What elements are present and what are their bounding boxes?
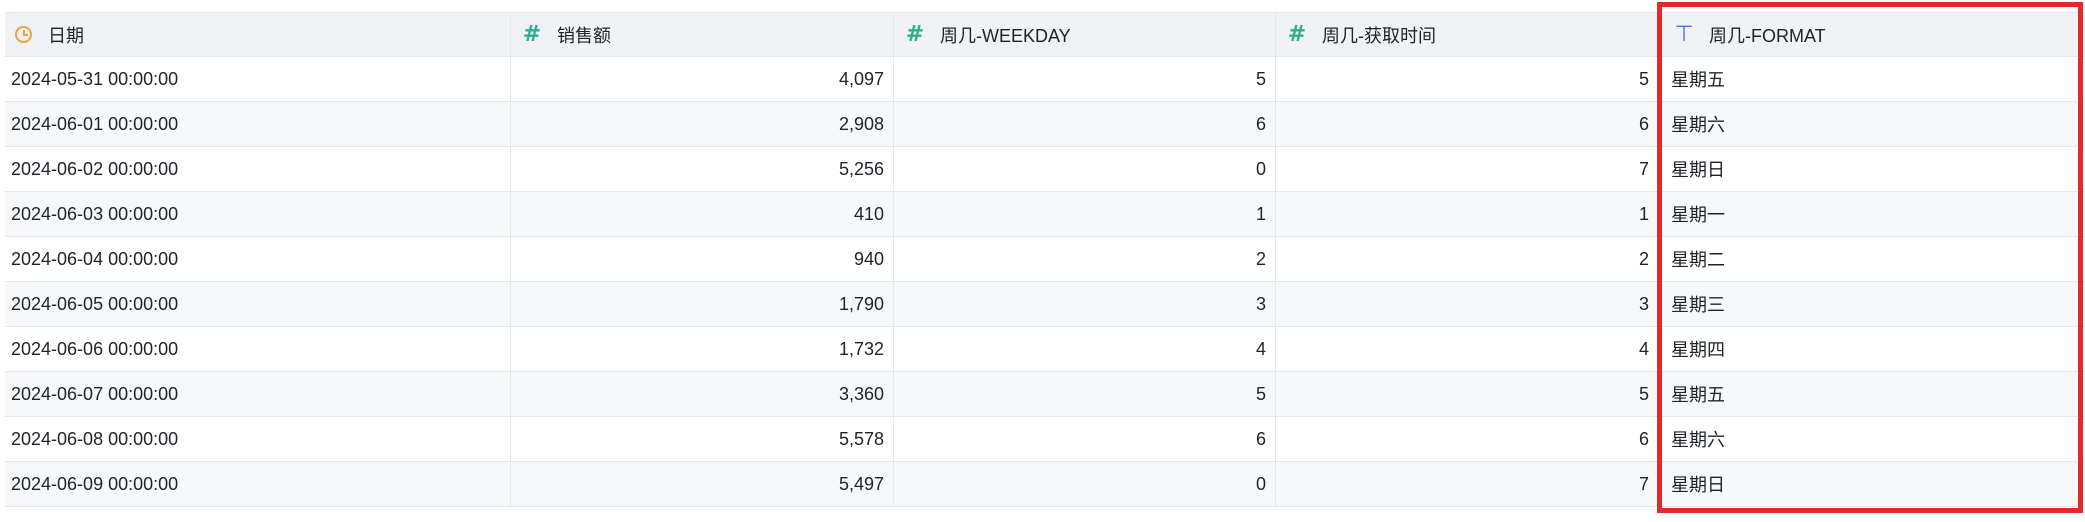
cell-get-time[interactable]: 6: [1276, 417, 1659, 461]
table-row[interactable]: 2024-06-01 00:00:00 2,908 6 6 星期六: [5, 102, 2085, 147]
column-header-label: 销售额: [557, 25, 611, 46]
cell-weekday[interactable]: 1: [894, 192, 1276, 236]
text-type-icon: ⊤: [1674, 22, 1694, 47]
table-row[interactable]: 2024-06-03 00:00:00 410 1 1 星期一: [5, 192, 2085, 237]
cell-date[interactable]: 2024-06-02 00:00:00: [5, 147, 511, 191]
cell-date[interactable]: 2024-06-03 00:00:00: [5, 192, 511, 236]
cell-sales[interactable]: 940: [511, 237, 894, 281]
cell-format[interactable]: 星期二: [1671, 250, 1725, 270]
cell-format[interactable]: 星期日: [1671, 160, 1725, 180]
table-row[interactable]: 2024-06-04 00:00:00 940 2 2 星期二: [5, 237, 2085, 282]
clock-icon: [15, 26, 32, 43]
cell-get-time[interactable]: 2: [1276, 237, 1659, 281]
hash-icon: #: [1287, 22, 1307, 47]
table-body: 2024-05-31 00:00:00 4,097 5 5 星期五 2024-06-01 …: [5, 57, 2085, 507]
cell-get-time[interactable]: 3: [1276, 282, 1659, 326]
cell-sales[interactable]: 3,360: [511, 372, 894, 416]
hash-icon: #: [522, 22, 542, 47]
cell-sales[interactable]: 4,097: [511, 57, 894, 101]
column-header-sales[interactable]: # 销售额: [511, 13, 894, 56]
cell-weekday[interactable]: 0: [894, 147, 1276, 191]
table-row[interactable]: 2024-06-05 00:00:00 1,790 3 3 星期三: [5, 282, 2085, 327]
cell-date[interactable]: 2024-05-31 00:00:00: [5, 57, 511, 101]
cell-sales[interactable]: 2,908: [511, 102, 894, 146]
cell-format[interactable]: 星期三: [1671, 295, 1725, 315]
cell-date[interactable]: 2024-06-04 00:00:00: [5, 237, 511, 281]
hash-icon: #: [905, 22, 925, 47]
cell-format[interactable]: 星期日: [1671, 475, 1725, 495]
table-row[interactable]: 2024-06-07 00:00:00 3,360 5 5 星期五: [5, 372, 2085, 417]
cell-weekday[interactable]: 4: [894, 327, 1276, 371]
cell-get-time[interactable]: 6: [1276, 102, 1659, 146]
column-header-label: 周几-FORMAT: [1709, 25, 1826, 46]
cell-weekday[interactable]: 6: [894, 102, 1276, 146]
cell-format[interactable]: 星期四: [1671, 340, 1725, 360]
cell-get-time[interactable]: 1: [1276, 192, 1659, 236]
cell-weekday[interactable]: 6: [894, 417, 1276, 461]
cell-get-time[interactable]: 7: [1276, 147, 1659, 191]
cell-get-time[interactable]: 5: [1276, 372, 1659, 416]
cell-format[interactable]: 星期六: [1671, 115, 1725, 135]
cell-date[interactable]: 2024-06-09 00:00:00: [5, 462, 511, 506]
cell-date[interactable]: 2024-06-01 00:00:00: [5, 102, 511, 146]
table-row[interactable]: 2024-06-06 00:00:00 1,732 4 4 星期四: [5, 327, 2085, 372]
table-row[interactable]: 2024-06-09 00:00:00 5,497 0 7 星期日: [5, 462, 2085, 507]
column-header-weekday[interactable]: # 周几-WEEKDAY: [894, 13, 1276, 56]
column-header-format[interactable]: ⊤ 周几-FORMAT: [1659, 13, 2085, 56]
cell-sales[interactable]: 5,578: [511, 417, 894, 461]
table-header-row: 日期 # 销售额 # 周几-WEEKDAY # 周几-获取时间 ⊤ 周几-FOR…: [5, 12, 2085, 57]
cell-weekday[interactable]: 3: [894, 282, 1276, 326]
cell-date[interactable]: 2024-06-05 00:00:00: [5, 282, 511, 326]
cell-weekday[interactable]: 5: [894, 57, 1276, 101]
cell-get-time[interactable]: 4: [1276, 327, 1659, 371]
cell-sales[interactable]: 5,256: [511, 147, 894, 191]
table-row[interactable]: 2024-06-02 00:00:00 5,256 0 7 星期日: [5, 147, 2085, 192]
cell-sales[interactable]: 1,790: [511, 282, 894, 326]
cell-weekday[interactable]: 2: [894, 237, 1276, 281]
cell-sales[interactable]: 5,497: [511, 462, 894, 506]
cell-date[interactable]: 2024-06-07 00:00:00: [5, 372, 511, 416]
cell-format[interactable]: 星期五: [1671, 385, 1725, 405]
cell-format[interactable]: 星期一: [1671, 205, 1725, 225]
cell-get-time[interactable]: 5: [1276, 57, 1659, 101]
column-header-label: 日期: [48, 25, 84, 46]
column-header-label: 周几-获取时间: [1322, 25, 1436, 46]
cell-sales[interactable]: 1,732: [511, 327, 894, 371]
column-header-get-time[interactable]: # 周几-获取时间: [1276, 13, 1659, 56]
cell-format[interactable]: 星期五: [1671, 70, 1725, 90]
column-header-label: 周几-WEEKDAY: [940, 25, 1071, 46]
cell-format[interactable]: 星期六: [1671, 430, 1725, 450]
cell-get-time[interactable]: 7: [1276, 462, 1659, 506]
cell-date[interactable]: 2024-06-06 00:00:00: [5, 327, 511, 371]
cell-weekday[interactable]: 0: [894, 462, 1276, 506]
column-header-date[interactable]: 日期: [5, 13, 511, 56]
cell-weekday[interactable]: 5: [894, 372, 1276, 416]
table-row[interactable]: 2024-06-08 00:00:00 5,578 6 6 星期六: [5, 417, 2085, 462]
cell-date[interactable]: 2024-06-08 00:00:00: [5, 417, 511, 461]
cell-sales[interactable]: 410: [511, 192, 894, 236]
data-table: 日期 # 销售额 # 周几-WEEKDAY # 周几-获取时间 ⊤ 周几-FOR…: [5, 12, 2085, 507]
table-row[interactable]: 2024-05-31 00:00:00 4,097 5 5 星期五: [5, 57, 2085, 102]
